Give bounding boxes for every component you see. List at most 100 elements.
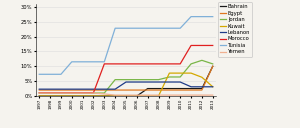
- Lebanon: [38, 88, 41, 90]
- Bahrain: [178, 88, 182, 89]
- Bahrain: [48, 95, 52, 97]
- Tunisia: [168, 27, 171, 29]
- Lebanon: [103, 88, 106, 90]
- Morocco: [211, 45, 214, 46]
- Bahrain: [211, 66, 214, 67]
- Egypt: [70, 89, 74, 91]
- Morocco: [103, 63, 106, 65]
- Bahrain: [103, 95, 106, 97]
- Egypt: [48, 89, 52, 91]
- Morocco: [38, 92, 41, 93]
- Kuwait: [59, 95, 63, 97]
- Bahrain: [59, 95, 63, 97]
- Lebanon: [70, 88, 74, 90]
- Jordan: [157, 79, 160, 80]
- Bahrain: [135, 95, 139, 97]
- Kuwait: [113, 95, 117, 97]
- Lebanon: [168, 81, 171, 83]
- Jordan: [48, 92, 52, 94]
- Tunisia: [59, 73, 63, 75]
- Jordan: [81, 92, 84, 94]
- Jordan: [189, 63, 193, 65]
- Kuwait: [124, 95, 128, 97]
- Lebanon: [81, 88, 84, 90]
- Legend: Bahrain, Egypt, Jordan, Kuwait, Lebanon, Morocco, Tunisia, Yemen: Bahrain, Egypt, Jordan, Kuwait, Lebanon,…: [218, 2, 252, 57]
- Yemen: [211, 94, 214, 96]
- Egypt: [200, 89, 204, 91]
- Jordan: [146, 79, 149, 80]
- Kuwait: [135, 95, 139, 97]
- Bahrain: [157, 88, 160, 89]
- Lebanon: [178, 81, 182, 83]
- Morocco: [157, 63, 160, 65]
- Egypt: [178, 89, 182, 91]
- Egypt: [135, 89, 139, 91]
- Jordan: [59, 92, 63, 94]
- Bahrain: [168, 88, 171, 89]
- Lebanon: [124, 81, 128, 83]
- Line: Kuwait: Kuwait: [39, 73, 213, 96]
- Egypt: [146, 89, 149, 91]
- Line: Morocco: Morocco: [39, 45, 213, 93]
- Line: Bahrain: Bahrain: [39, 66, 213, 96]
- Kuwait: [178, 72, 182, 74]
- Tunisia: [48, 73, 52, 75]
- Egypt: [103, 89, 106, 91]
- Yemen: [103, 93, 106, 95]
- Kuwait: [38, 95, 41, 97]
- Lebanon: [135, 81, 139, 83]
- Kuwait: [81, 95, 84, 97]
- Tunisia: [38, 73, 41, 75]
- Kuwait: [157, 95, 160, 97]
- Jordan: [92, 92, 95, 94]
- Kuwait: [48, 95, 52, 97]
- Morocco: [113, 63, 117, 65]
- Bahrain: [146, 88, 149, 89]
- Jordan: [113, 79, 117, 80]
- Kuwait: [189, 72, 193, 74]
- Tunisia: [211, 16, 214, 17]
- Line: Tunisia: Tunisia: [39, 17, 213, 74]
- Egypt: [59, 89, 63, 91]
- Bahrain: [189, 88, 193, 89]
- Morocco: [135, 63, 139, 65]
- Jordan: [200, 60, 204, 61]
- Tunisia: [200, 16, 204, 17]
- Lebanon: [200, 86, 204, 88]
- Lebanon: [146, 81, 149, 83]
- Egypt: [38, 89, 41, 91]
- Jordan: [211, 63, 214, 65]
- Egypt: [124, 89, 128, 91]
- Yemen: [81, 92, 84, 94]
- Morocco: [81, 92, 84, 93]
- Morocco: [178, 63, 182, 65]
- Morocco: [92, 92, 95, 93]
- Yemen: [178, 94, 182, 96]
- Lebanon: [113, 88, 117, 90]
- Morocco: [70, 92, 74, 93]
- Tunisia: [113, 27, 117, 29]
- Lebanon: [157, 81, 160, 83]
- Morocco: [200, 45, 204, 46]
- Jordan: [168, 76, 171, 78]
- Yemen: [135, 94, 139, 96]
- Lebanon: [48, 88, 52, 90]
- Yemen: [168, 94, 171, 96]
- Bahrain: [70, 95, 74, 97]
- Tunisia: [81, 61, 84, 63]
- Morocco: [124, 63, 128, 65]
- Bahrain: [38, 95, 41, 97]
- Egypt: [113, 89, 117, 91]
- Yemen: [189, 94, 193, 96]
- Kuwait: [168, 72, 171, 74]
- Egypt: [92, 89, 95, 91]
- Egypt: [157, 89, 160, 91]
- Morocco: [146, 63, 149, 65]
- Bahrain: [113, 95, 117, 97]
- Bahrain: [81, 95, 84, 97]
- Yemen: [146, 94, 149, 96]
- Morocco: [48, 92, 52, 93]
- Tunisia: [124, 27, 128, 29]
- Lebanon: [59, 88, 63, 90]
- Lebanon: [189, 86, 193, 88]
